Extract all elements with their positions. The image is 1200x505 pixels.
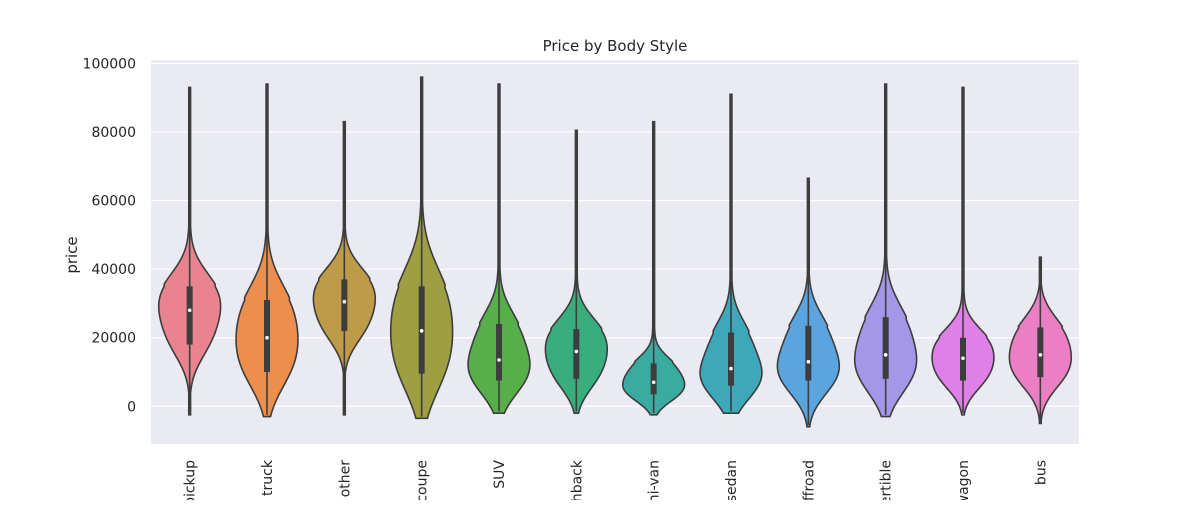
iqr-box [573, 329, 580, 379]
x-tick-label: ertible [879, 460, 895, 500]
median-point [1038, 353, 1043, 357]
x-tick-label: truck [260, 459, 276, 496]
x-tick-labels: pickup truck other coupe SUV hback ni-van sedan… [183, 459, 1050, 505]
y-tick-label: 80000 [91, 125, 136, 141]
x-tick-label: sedan [724, 460, 740, 500]
y-axis-label: price [63, 236, 81, 273]
y-tick-label: 0 [127, 399, 136, 415]
grid-lines [151, 62, 1079, 407]
median-point [497, 358, 501, 362]
x-tick-label: ffroad [801, 460, 817, 500]
y-tick-labels: 0 20000 40000 60000 80000 100000 [83, 56, 136, 415]
x-tick-label: wagon [956, 460, 972, 500]
x-tick-label: other [337, 460, 353, 498]
violins [157, 76, 1073, 428]
iqr-box [1037, 327, 1044, 378]
y-tick-label: 60000 [91, 194, 136, 210]
iqr-box [341, 279, 348, 331]
x-tick-label: bus [1033, 460, 1049, 485]
y-tick-label: 20000 [91, 331, 136, 347]
y-tick-label: 40000 [91, 262, 136, 278]
iqr-box [496, 324, 502, 381]
median-point [961, 356, 965, 361]
y-tick-label: 100000 [83, 56, 136, 72]
median-point [651, 380, 656, 385]
median-point [187, 308, 192, 313]
median-point [265, 335, 269, 340]
x-tick-label: pickup [183, 460, 199, 500]
plot-background [151, 60, 1079, 444]
x-tick-label: ni-van [647, 460, 663, 500]
iqr-box [650, 363, 657, 395]
median-point [883, 353, 888, 357]
iqr-box [728, 332, 734, 386]
median-point [729, 366, 733, 371]
x-tick-label: SUV [492, 460, 508, 489]
iqr-box [805, 325, 812, 381]
median-point [342, 299, 347, 304]
median-point [574, 349, 579, 354]
iqr-box [882, 317, 889, 379]
x-tick-label: hback [569, 459, 585, 500]
chart-title: Price by Body Style [543, 37, 688, 55]
iqr-box [186, 286, 193, 345]
median-point [419, 329, 424, 333]
x-tick-label: coupe [415, 460, 431, 500]
median-point [806, 359, 811, 364]
